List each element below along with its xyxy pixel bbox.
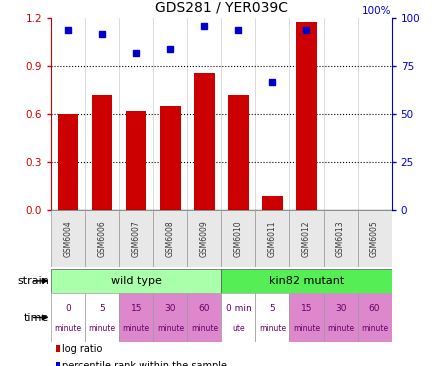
Text: percentile rank within the sample: percentile rank within the sample (62, 361, 227, 366)
Bar (262, 196, 283, 210)
Bar (153, 293, 187, 342)
Bar (126, 111, 146, 210)
Text: 100%: 100% (362, 6, 392, 16)
Bar (358, 293, 392, 342)
Bar (187, 293, 222, 342)
Bar (194, 73, 214, 210)
Text: minute: minute (89, 324, 116, 333)
Text: ute: ute (232, 324, 245, 333)
Bar (358, 210, 392, 267)
Text: wild type: wild type (111, 276, 162, 286)
Bar (119, 293, 153, 342)
Text: GSM6006: GSM6006 (98, 220, 107, 257)
Title: GDS281 / YER039C: GDS281 / YER039C (155, 0, 288, 14)
Text: GSM6007: GSM6007 (132, 220, 141, 257)
Bar (85, 293, 119, 342)
Text: 0 min: 0 min (226, 304, 251, 313)
Bar (51, 210, 85, 267)
Text: 15: 15 (301, 304, 312, 313)
Text: 0: 0 (65, 304, 71, 313)
Bar (222, 293, 255, 342)
Text: log ratio: log ratio (62, 344, 102, 354)
Bar (187, 210, 222, 267)
Text: GSM6011: GSM6011 (268, 221, 277, 257)
Text: 30: 30 (335, 304, 346, 313)
Bar (92, 95, 113, 210)
Text: 5: 5 (99, 304, 105, 313)
Bar (222, 210, 255, 267)
Text: 5: 5 (270, 304, 275, 313)
Bar (290, 210, 324, 267)
Text: minute: minute (361, 324, 388, 333)
Text: minute: minute (327, 324, 354, 333)
Bar (324, 293, 358, 342)
Bar (51, 293, 85, 342)
Bar (51, 269, 222, 293)
Text: GSM6009: GSM6009 (200, 220, 209, 257)
Text: 15: 15 (130, 304, 142, 313)
Text: 30: 30 (165, 304, 176, 313)
Bar (222, 269, 392, 293)
Text: minute: minute (259, 324, 286, 333)
Bar (153, 210, 187, 267)
Text: GSM6013: GSM6013 (336, 220, 345, 257)
Text: GSM6012: GSM6012 (302, 221, 311, 257)
Text: kin82 mutant: kin82 mutant (269, 276, 344, 286)
Text: GSM6005: GSM6005 (370, 220, 379, 257)
Bar (290, 293, 324, 342)
Bar (324, 210, 358, 267)
Text: GSM6010: GSM6010 (234, 220, 243, 257)
Text: minute: minute (123, 324, 150, 333)
Text: GSM6004: GSM6004 (64, 220, 73, 257)
Bar (119, 210, 153, 267)
Text: 60: 60 (369, 304, 380, 313)
Bar (228, 95, 249, 210)
Bar (58, 114, 78, 210)
Bar (255, 210, 290, 267)
Bar (296, 22, 317, 210)
Text: minute: minute (55, 324, 82, 333)
Text: GSM6008: GSM6008 (166, 220, 175, 257)
Text: 60: 60 (198, 304, 210, 313)
Text: minute: minute (157, 324, 184, 333)
Bar (255, 293, 290, 342)
Text: minute: minute (191, 324, 218, 333)
Text: time: time (24, 313, 49, 322)
Bar (85, 210, 119, 267)
Bar (160, 107, 181, 210)
Text: minute: minute (293, 324, 320, 333)
Text: strain: strain (17, 276, 49, 286)
